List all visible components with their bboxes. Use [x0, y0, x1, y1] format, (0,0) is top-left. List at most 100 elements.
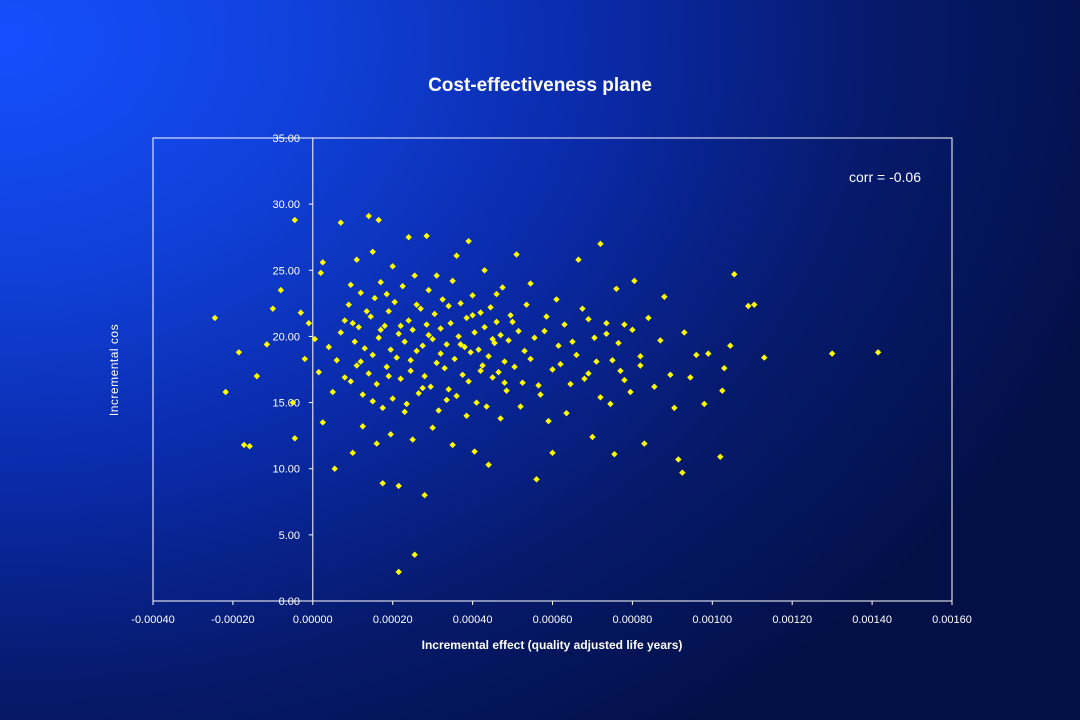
data-point [651, 383, 658, 390]
data-point [331, 465, 338, 472]
y-tick-label: 0.00 [279, 596, 300, 608]
data-point [493, 290, 500, 298]
data-point [479, 362, 486, 369]
data-point [269, 305, 277, 312]
data-point [397, 322, 404, 330]
data-point [369, 398, 376, 405]
data-point [315, 368, 322, 376]
data-point [291, 216, 299, 224]
data-point [441, 364, 448, 372]
data-point [491, 339, 498, 347]
data-point [329, 388, 336, 396]
data-point [459, 371, 466, 378]
data-point [431, 310, 438, 318]
data-point [475, 346, 482, 353]
data-point [471, 329, 478, 336]
data-point [681, 329, 688, 336]
data-point [579, 305, 586, 312]
data-point [407, 367, 414, 375]
data-point [469, 312, 476, 319]
data-point [607, 400, 614, 408]
data-point [379, 480, 386, 487]
data-point [429, 335, 436, 343]
data-point [701, 400, 708, 408]
x-tick-label: 0.00100 [692, 614, 732, 626]
data-point [527, 280, 534, 287]
data-point [401, 408, 408, 416]
y-tick-label: 30.00 [272, 199, 300, 211]
data-point [509, 318, 516, 326]
y-tick-label: 15.00 [272, 398, 300, 410]
y-axis-label: Incremental cos [107, 324, 121, 416]
data-point [415, 390, 422, 397]
data-point [465, 237, 472, 245]
data-point [363, 308, 370, 315]
data-point [413, 301, 420, 308]
data-point [385, 308, 392, 315]
data-point [603, 320, 610, 327]
data-point [467, 349, 474, 356]
data-point [311, 335, 318, 343]
data-point [337, 329, 344, 336]
data-point [828, 350, 836, 357]
data-point [581, 375, 588, 382]
data-point [705, 350, 712, 357]
data-point [433, 272, 440, 279]
data-point [357, 289, 364, 296]
data-point [397, 375, 404, 382]
data-point [263, 341, 271, 348]
data-point [443, 341, 450, 348]
data-point [555, 342, 562, 349]
data-point [503, 387, 510, 394]
data-point [425, 331, 432, 339]
data-point [437, 325, 444, 332]
data-point [355, 323, 362, 331]
data-point [449, 277, 456, 285]
data-point [563, 409, 570, 417]
data-point [481, 267, 488, 274]
data-point [253, 372, 261, 380]
data-point [471, 448, 478, 455]
data-point [511, 363, 518, 371]
data-point [337, 219, 344, 226]
x-tick-label: 0.00080 [613, 614, 653, 626]
y-tick-labels: 0.00 5.00 10.00 15.00 20.00 25.00 30.00 35.00 [272, 133, 300, 608]
data-point [495, 368, 502, 376]
data-point [399, 282, 406, 290]
y-tick-label: 5.00 [279, 530, 300, 542]
data-point [373, 440, 380, 447]
data-point [505, 337, 512, 344]
data-point [513, 251, 520, 258]
data-point [413, 347, 420, 355]
data-point [657, 337, 664, 344]
data-point [371, 294, 378, 302]
x-tick-label: 0.00040 [453, 614, 493, 626]
data-point [305, 320, 313, 327]
data-point [395, 568, 402, 576]
data-point [597, 240, 604, 248]
data-point [325, 343, 332, 351]
data-point [211, 314, 219, 322]
data-point [527, 355, 534, 363]
data-point [549, 449, 556, 457]
data-point [543, 313, 550, 320]
data-point [365, 370, 372, 377]
data-point [389, 395, 396, 402]
data-point [427, 383, 434, 390]
data-point [387, 346, 394, 353]
data-point [373, 380, 380, 388]
data-point [351, 338, 358, 345]
data-point [423, 232, 430, 240]
data-point [319, 259, 326, 266]
data-point [391, 298, 398, 306]
data-point [379, 404, 386, 412]
data-point [449, 441, 456, 449]
data-point [693, 351, 700, 359]
data-point [235, 349, 243, 356]
data-point [645, 314, 652, 322]
data-point [453, 392, 460, 400]
data-point [357, 358, 364, 365]
data-point [481, 323, 488, 331]
x-tick-labels: -0.00040 -0.00020 0.00000 0.00020 0.00040 0.0… [131, 614, 972, 626]
data-point [411, 272, 418, 279]
